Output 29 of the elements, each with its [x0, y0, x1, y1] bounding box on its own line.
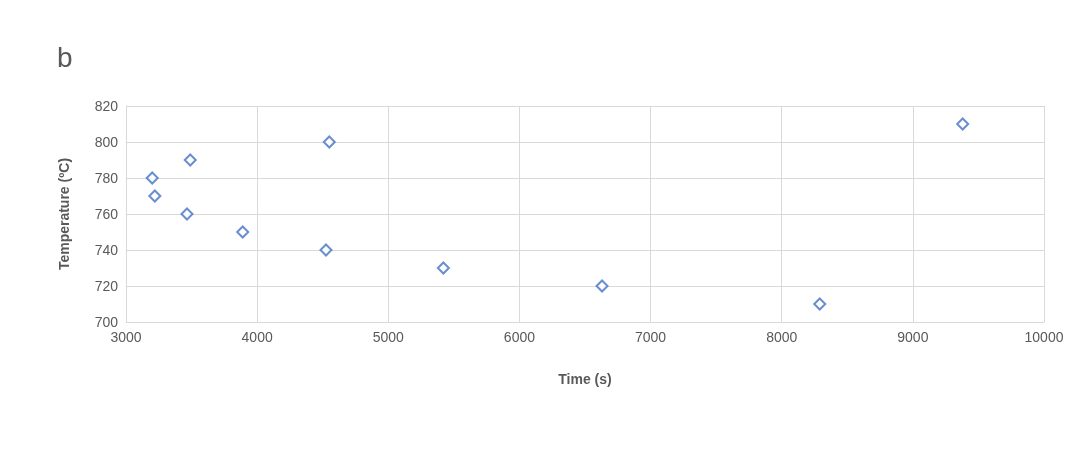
y-tick-label: 780 [94, 170, 119, 186]
point [148, 189, 162, 203]
point [183, 153, 197, 167]
y-tick-label: 800 [94, 134, 119, 150]
point [145, 171, 159, 185]
x-tick-label: 3000 [110, 329, 142, 345]
y-tick-label: 820 [94, 98, 119, 114]
x-tick-label: 10000 [1024, 329, 1064, 345]
y-tick-label: 700 [94, 314, 119, 330]
x-tick-label: 5000 [372, 329, 405, 345]
point [319, 243, 333, 257]
y-axis-title: Temperature (ºC) [56, 157, 72, 271]
point [813, 297, 827, 311]
y-tick-label: 760 [94, 206, 119, 222]
x-tick-label: 7000 [634, 329, 667, 345]
x-tick-label: 8000 [766, 329, 798, 345]
x-tick-label: 9000 [897, 329, 929, 345]
point [436, 261, 450, 275]
point [595, 279, 609, 293]
y-tick-label: 740 [94, 242, 119, 258]
y-tick-label: 720 [94, 278, 119, 294]
point [236, 225, 250, 239]
x-axis-title: Time (s) [558, 371, 612, 387]
x-tick-label: 4000 [241, 329, 273, 345]
point [322, 135, 336, 149]
x-tick-label: 6000 [503, 329, 536, 345]
point [180, 207, 194, 221]
point [956, 117, 970, 131]
chart-title: b [57, 41, 73, 73]
